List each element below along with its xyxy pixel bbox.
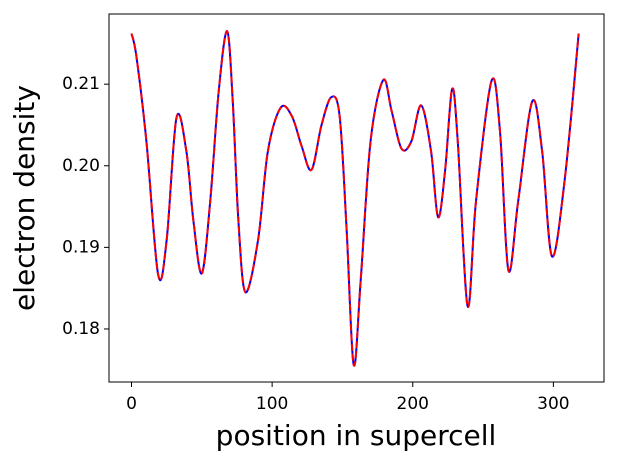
x-tick-label: 300 bbox=[537, 394, 569, 414]
x-tick-label: 0 bbox=[126, 394, 137, 414]
y-tick-label: 0.19 bbox=[62, 237, 100, 257]
y-tick-label: 0.18 bbox=[62, 319, 100, 339]
y-tick-label: 0.21 bbox=[62, 74, 100, 94]
data-line bbox=[130, 30, 580, 367]
x-tick-label: 100 bbox=[256, 394, 288, 414]
y-axis-label: electron density bbox=[8, 85, 41, 311]
x-axis-label: position in supercell bbox=[216, 419, 497, 452]
data-line bbox=[130, 30, 580, 367]
y-tick-label: 0.20 bbox=[62, 156, 100, 176]
x-tick-label: 200 bbox=[397, 394, 429, 414]
plot-frame bbox=[108, 13, 605, 383]
